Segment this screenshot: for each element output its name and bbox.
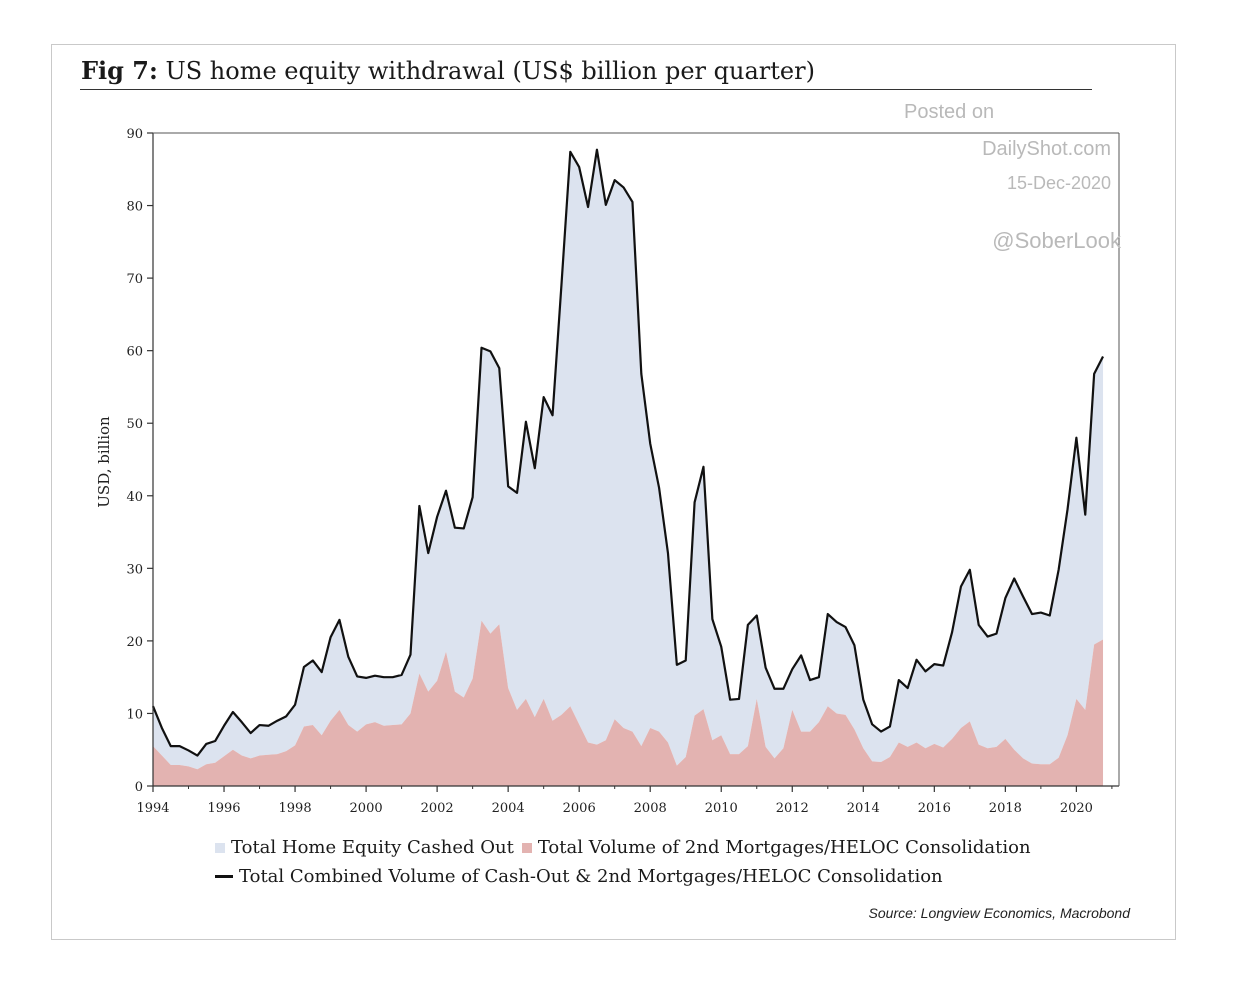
x-tick-label: 2012 bbox=[776, 801, 809, 816]
area-second-mortgages bbox=[153, 620, 1104, 786]
y-tick-label: 40 bbox=[126, 490, 143, 505]
x-tick-label: 2010 bbox=[705, 801, 738, 816]
figure-number: Fig 7: bbox=[81, 56, 158, 85]
y-tick-label: 60 bbox=[126, 345, 143, 360]
y-axis-label: USD, billion bbox=[95, 416, 113, 508]
line-combined bbox=[151, 148, 1104, 757]
y-tick-label: 0 bbox=[135, 780, 143, 795]
legend-item-second-mortgages: Total Volume of 2nd Mortgages/HELOC Cons… bbox=[521, 837, 1031, 858]
watermark-site: DailyShot.com bbox=[982, 138, 1111, 160]
x-tick-label: 2020 bbox=[1060, 801, 1093, 816]
legend-swatch-second-mortgages bbox=[521, 842, 532, 853]
figure-title: US home equity withdrawal (US$ billion p… bbox=[165, 57, 815, 85]
x-tick-label: 1996 bbox=[207, 801, 240, 816]
legend-label-second-mortgages: Total Volume of 2nd Mortgages/HELOC Cons… bbox=[537, 837, 1031, 858]
legend-label-combined: Total Combined Volume of Cash-Out & 2nd … bbox=[239, 866, 943, 887]
legend-item-combined: Total Combined Volume of Cash-Out & 2nd … bbox=[215, 866, 943, 887]
x-tick-label: 1998 bbox=[279, 801, 312, 816]
legend-swatch-combined bbox=[215, 875, 233, 878]
x-tick-label: 2016 bbox=[918, 801, 951, 816]
x-tick-label: 1994 bbox=[136, 801, 169, 816]
legend-swatch-cashed-out bbox=[215, 842, 225, 853]
watermark-handle: @SoberLook bbox=[992, 228, 1121, 253]
x-tick-label: 2002 bbox=[421, 801, 454, 816]
legend-row-2: Total Combined Volume of Cash-Out & 2nd … bbox=[215, 866, 951, 887]
y-tick-label: 80 bbox=[126, 200, 143, 215]
y-tick-label: 20 bbox=[126, 635, 143, 650]
legend-item-cashed-out: Total Home Equity Cashed Out bbox=[215, 837, 514, 858]
x-tick-label: 2018 bbox=[989, 801, 1022, 816]
legend-row-1: Total Home Equity Cashed Out Total Volum… bbox=[215, 837, 1039, 858]
y-tick-label: 50 bbox=[126, 417, 143, 432]
x-tick-label: 2000 bbox=[350, 801, 383, 816]
y-tick-label: 30 bbox=[126, 562, 143, 577]
x-tick-label: 2014 bbox=[847, 801, 880, 816]
y-tick-label: 90 bbox=[126, 127, 143, 142]
title-underline bbox=[80, 89, 1092, 90]
x-tick-label: 2004 bbox=[492, 801, 525, 816]
watermark-date: 15-Dec-2020 bbox=[1006, 173, 1111, 193]
x-tick-label: 2008 bbox=[634, 801, 667, 816]
source-note: Source: Longview Economics, Macrobond bbox=[868, 905, 1130, 921]
area-cashed-out bbox=[153, 149, 1104, 770]
y-tick-label: 10 bbox=[126, 707, 143, 722]
y-tick-label: 70 bbox=[126, 272, 143, 287]
watermark-posted-on: Posted on bbox=[904, 101, 995, 123]
legend-label-cashed-out: Total Home Equity Cashed Out bbox=[231, 837, 514, 858]
x-tick-label: 2006 bbox=[563, 801, 596, 816]
chart-title: Fig 7: US home equity withdrawal (US$ bi… bbox=[81, 56, 815, 85]
